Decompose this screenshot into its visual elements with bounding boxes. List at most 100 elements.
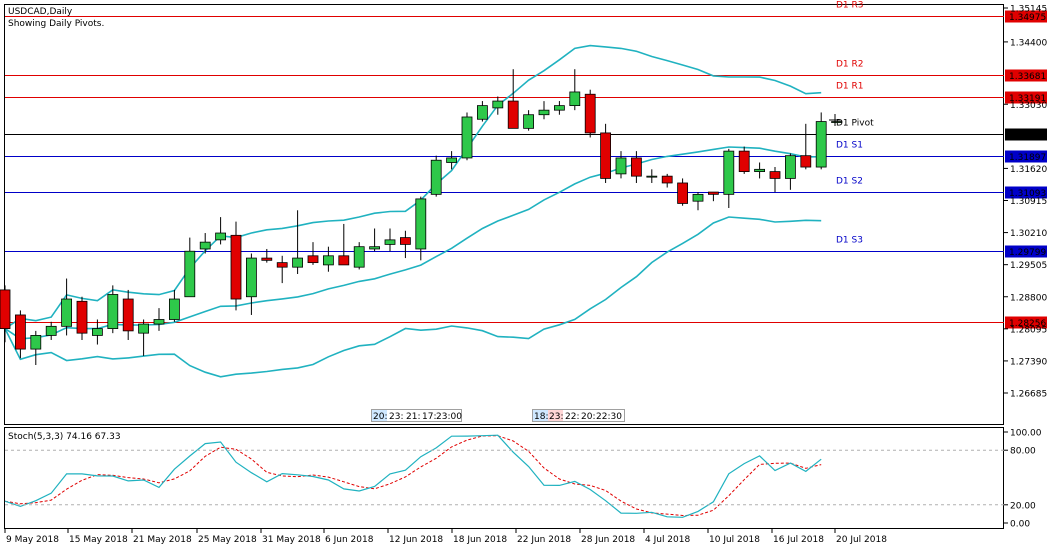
- pivot-price-label: 1.31897: [1009, 153, 1046, 163]
- candle-body: [261, 257, 273, 261]
- price-axis-label: 1.30915: [1010, 197, 1047, 207]
- ticker1-2: 21:: [406, 412, 420, 422]
- candle-body: [569, 91, 581, 107]
- pivot-price-box: [1005, 91, 1047, 104]
- pivot-label: D1 R3: [836, 1, 864, 11]
- candle-body: [661, 175, 673, 184]
- pivot-price-box: [1005, 10, 1047, 23]
- pivot-lines: D1 R3 D1 R2 D1 R1 D1 Pivot D1 S1 D1 S2 D1 S3: [5, 1, 1004, 323]
- candle-body: [584, 93, 596, 134]
- candle-body: [415, 198, 427, 250]
- candle-body: [554, 105, 565, 111]
- ticker1-1: 23:: [389, 412, 403, 422]
- main-panel-frame: [4, 4, 1004, 425]
- candle-body: [815, 121, 827, 168]
- price-axis-label: 1.30210: [1010, 229, 1047, 239]
- price-axis-label: 1.28800: [1010, 293, 1047, 303]
- candle-body: [230, 234, 242, 300]
- candle-body: [507, 100, 519, 129]
- price-axis: 1.34975 1.33681 1.33191 1.32387 1.31897 1.310…: [1004, 5, 1047, 400]
- date-axis-label: 4 Jul 2018: [645, 535, 690, 545]
- crosshair-marker: [829, 114, 841, 126]
- candle-body: [476, 105, 488, 120]
- chart-subtitle: Showing Daily Pivots.: [8, 19, 104, 29]
- candle-body: [199, 241, 211, 250]
- date-axis-label: 28 Jun 2018: [581, 535, 635, 545]
- candle-body: [353, 246, 365, 268]
- ticker2-3: 20:: [581, 412, 595, 422]
- pivot-price-label: 1.33191: [1009, 94, 1046, 104]
- candle-body: [338, 255, 350, 266]
- candle-body: [738, 150, 750, 173]
- pivot-price-box: [1005, 128, 1047, 141]
- pivot-price-box: [1005, 245, 1047, 258]
- price-axis-label: 1.33030: [1010, 101, 1047, 111]
- ticker2-0: 18:: [534, 412, 548, 422]
- candlesticks: [0, 69, 842, 366]
- candle-body: [122, 298, 134, 332]
- pivot-label: D1 S1: [836, 141, 863, 151]
- candle-body: [292, 257, 304, 268]
- ticker2-2: 22:: [565, 412, 579, 422]
- date-axis-label: 6 Jun 2018: [325, 535, 374, 545]
- chart-symbol: USDCAD,Daily: [8, 7, 73, 17]
- pivot-price-box: [1005, 316, 1047, 329]
- candle-body: [153, 319, 165, 325]
- pivot-label: D1 Pivot: [836, 119, 874, 129]
- candle-body: [615, 157, 627, 175]
- candle-body: [492, 100, 504, 109]
- candle-body: [92, 328, 103, 336]
- pivot-price-label: 1.31093: [1009, 189, 1046, 199]
- candle-body: [138, 323, 150, 334]
- candle-body: [0, 289, 11, 330]
- date-axis-label: 25 May 2018: [198, 535, 257, 545]
- pivot-label: D1 R2: [836, 60, 864, 70]
- stoch-axis-label: 100.00: [1010, 429, 1042, 439]
- candle-body: [723, 150, 735, 195]
- candle-body: [369, 246, 381, 250]
- ticker1-0: 20:: [373, 412, 387, 422]
- date-axis-label: 31 May 2018: [262, 535, 321, 545]
- candle-body: [276, 262, 288, 268]
- candle-body: [184, 250, 196, 298]
- date-axis-label: 21 May 2018: [133, 535, 192, 545]
- candle-body: [399, 237, 411, 245]
- candle-body: [61, 298, 72, 327]
- date-axis-label: 22 Jun 2018: [517, 535, 571, 545]
- pivot-price-label: 1.34975: [1009, 13, 1046, 23]
- ticker1-4: 23:00: [436, 412, 462, 422]
- price-axis-label: 1.28095: [1010, 325, 1047, 335]
- candle-body: [831, 121, 842, 123]
- candle-body: [754, 168, 765, 173]
- ticker2-4: 22:30: [596, 412, 622, 422]
- stoch-axis-label: 20.00: [1010, 501, 1036, 511]
- date-axis: 9 May 2018 15 May 2018 21 May 2018 25 May 2…: [4, 529, 887, 545]
- stochastic-axis: 100.00 80.00 20.00 0.00: [1004, 429, 1042, 530]
- pivot-price-label: 1.28256: [1009, 319, 1046, 329]
- date-axis-label: 9 May 2018: [6, 535, 59, 545]
- time-ticker-1: 20: 23: 21: 17: 23:00: [371, 409, 462, 422]
- price-axis-label: 1.31620: [1010, 165, 1047, 175]
- date-axis-label: 20 Jul 2018: [836, 535, 887, 545]
- date-axis-label: 18 Jun 2018: [453, 535, 507, 545]
- candle-body: [14, 314, 26, 350]
- ticker1-3: 17:: [422, 412, 436, 422]
- candle-body: [646, 175, 658, 178]
- bollinger-upper: [4, 44, 822, 330]
- candle-body: [708, 191, 719, 195]
- candle-body: [107, 294, 119, 330]
- stochastic-lines: [4, 434, 1004, 518]
- date-axis-label: 12 Jun 2018: [389, 535, 443, 545]
- pivot-label: D1 R1: [836, 82, 864, 92]
- date-axis-label: 16 Jul 2018: [773, 535, 824, 545]
- candle-body: [538, 109, 550, 116]
- price-axis-label: 1.26685: [1010, 390, 1047, 400]
- pivot-label: D1 S3: [836, 236, 863, 246]
- stoch-signal-line: [4, 435, 822, 517]
- bollinger-lower: [4, 216, 822, 378]
- date-axis-label: 10 Jul 2018: [709, 535, 760, 545]
- candle-body: [215, 232, 227, 241]
- pivot-price-box: [1005, 150, 1047, 163]
- pivot-price-label: 1.33681: [1009, 72, 1046, 82]
